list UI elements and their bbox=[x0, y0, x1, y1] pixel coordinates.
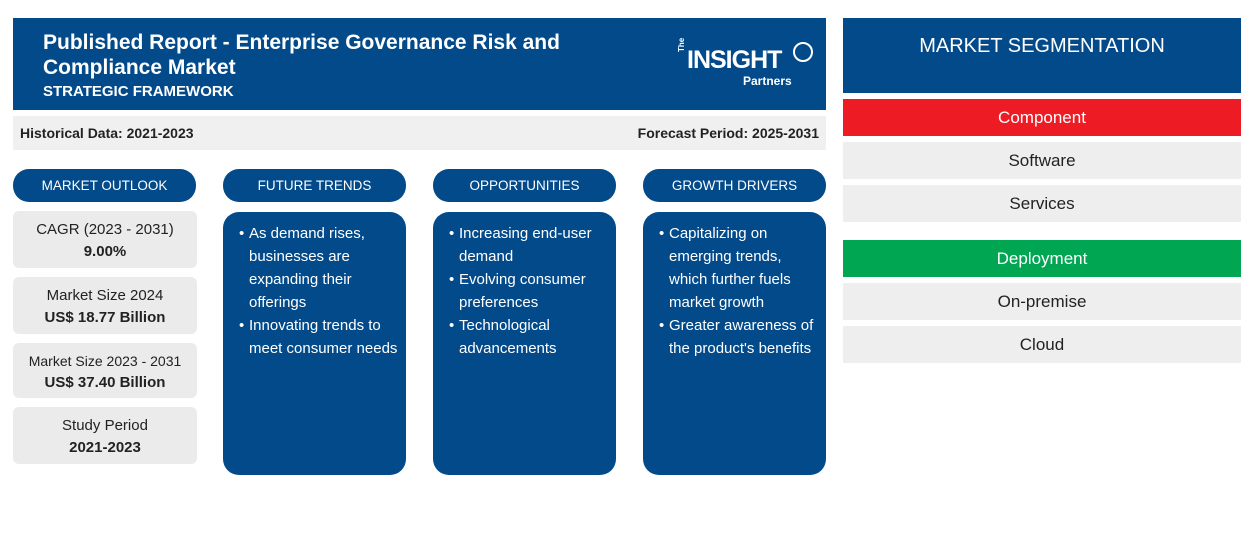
list-item: Greater awareness of the product's benef… bbox=[659, 314, 820, 360]
segment-category-component: Component bbox=[843, 99, 1241, 136]
report-subtitle: STRATEGIC FRAMEWORK bbox=[43, 83, 234, 100]
forecast-period: Forecast Period: 2025-2031 bbox=[637, 125, 819, 141]
card-value: US$ 18.77 Billion bbox=[44, 309, 166, 326]
study-period-card: Study Period 2021-2023 bbox=[13, 407, 197, 464]
card-label: CAGR (2023 - 2031) bbox=[36, 221, 174, 238]
segment-item-cloud: Cloud bbox=[843, 326, 1241, 363]
list-item: Increasing end-user demand bbox=[449, 222, 610, 268]
card-label: Market Size 2023 - 2031 bbox=[28, 353, 182, 369]
list-item: As demand rises, businesses are expandin… bbox=[239, 222, 400, 314]
card-value: US$ 37.40 Billion bbox=[44, 374, 166, 391]
market-size-range-card: Market Size 2023 - 2031 US$ 37.40 Billio… bbox=[13, 343, 197, 398]
list-item: Evolving consumer preferences bbox=[449, 268, 610, 314]
market-segmentation-heading: MARKET SEGMENTATION bbox=[843, 18, 1241, 93]
future-trends-heading: FUTURE TRENDS bbox=[223, 169, 406, 202]
logo-the-text: The bbox=[677, 37, 686, 52]
growth-drivers-heading: GROWTH DRIVERS bbox=[643, 169, 826, 202]
lightbulb-icon bbox=[793, 42, 813, 62]
logo-partners-text: Partners bbox=[743, 74, 792, 88]
cagr-card: CAGR (2023 - 2031) 9.00% bbox=[13, 211, 197, 268]
period-bar: Historical Data: 2021-2023 Forecast Peri… bbox=[13, 116, 826, 150]
logo-insight-text: INSIGHT bbox=[687, 46, 782, 74]
segment-category-deployment: Deployment bbox=[843, 240, 1241, 277]
future-trends-panel: As demand rises, businesses are expandin… bbox=[223, 212, 406, 475]
report-title: Published Report - Enterprise Governance… bbox=[43, 31, 560, 79]
card-value: 9.00% bbox=[83, 243, 127, 260]
card-label: Study Period bbox=[62, 417, 148, 434]
list-item: Technological advancements bbox=[449, 314, 610, 360]
list-item: Capitalizing on emerging trends, which f… bbox=[659, 222, 820, 314]
growth-drivers-panel: Capitalizing on emerging trends, which f… bbox=[643, 212, 826, 475]
market-size-2024-card: Market Size 2024 US$ 18.77 Billion bbox=[13, 277, 197, 334]
opportunities-panel: Increasing end-user demand Evolving cons… bbox=[433, 212, 616, 475]
card-label: Market Size 2024 bbox=[46, 287, 164, 304]
historical-data: Historical Data: 2021-2023 bbox=[20, 125, 194, 141]
list-item: Innovating trends to meet consumer needs bbox=[239, 314, 400, 360]
segment-item-software: Software bbox=[843, 142, 1241, 179]
market-outlook-heading: MARKET OUTLOOK bbox=[13, 169, 196, 202]
card-value: 2021-2023 bbox=[69, 439, 141, 456]
report-header: Published Report - Enterprise Governance… bbox=[13, 18, 826, 110]
opportunities-heading: OPPORTUNITIES bbox=[433, 169, 616, 202]
insight-partners-logo: The INSIGHT Partners bbox=[675, 37, 815, 96]
segment-item-on-premise: On-premise bbox=[843, 283, 1241, 320]
segment-item-services: Services bbox=[843, 185, 1241, 222]
